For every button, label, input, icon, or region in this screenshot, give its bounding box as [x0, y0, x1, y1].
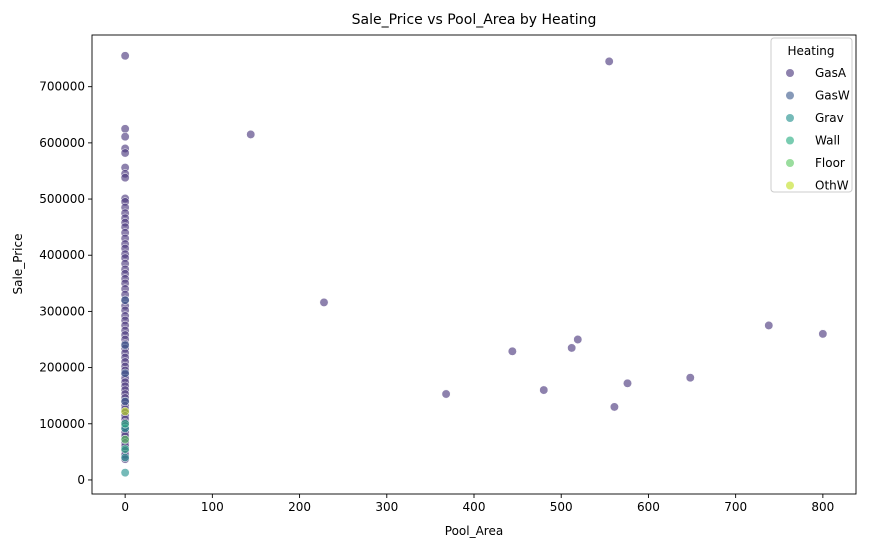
x-axis-label: Pool_Area — [445, 524, 503, 538]
data-point-gasa — [609, 402, 619, 412]
chart-title: Sale_Price vs Pool_Area by Heating — [352, 12, 597, 28]
data-point-gasa — [120, 173, 130, 183]
x-tick-label: 0 — [121, 500, 129, 514]
plot-area — [92, 35, 856, 494]
y-tick-label: 700000 — [39, 80, 85, 94]
x-tick-label: 300 — [375, 500, 398, 514]
data-point-gasa — [818, 329, 828, 339]
x-tick-label: 800 — [811, 500, 834, 514]
data-point-gasa — [120, 124, 130, 134]
data-point-gasa — [120, 51, 130, 61]
data-point-wall — [120, 444, 130, 454]
x-tick-label: 700 — [724, 500, 747, 514]
x-tick-label: 500 — [550, 500, 573, 514]
data-point-grav — [120, 468, 130, 478]
axes-layer: 0 100 200 300 400 500 600 700 800 0 100000 200000 30… — [39, 34, 857, 514]
x-tick-label: 100 — [201, 500, 224, 514]
data-point-gasa — [573, 335, 583, 344]
data-point-wall — [120, 419, 130, 429]
y-tick-label: 200000 — [39, 361, 85, 375]
legend-marker-grav — [786, 114, 794, 122]
legend-marker-gasa — [786, 69, 794, 77]
data-point-othw — [120, 406, 130, 416]
legend-marker-othw — [786, 181, 794, 190]
data-point-gasa — [623, 378, 632, 388]
legend-marker-floor — [786, 159, 794, 167]
data-point-grav — [120, 453, 130, 462]
legend-label-grav: Grav — [815, 111, 844, 125]
points-layer — [120, 51, 828, 478]
data-point-gasa — [120, 148, 130, 158]
x-tick-label: 400 — [463, 500, 486, 514]
legend-label-gasa: GasA — [815, 66, 847, 80]
data-point-gasw — [120, 340, 130, 350]
y-tick-label: 500000 — [39, 192, 85, 206]
legend-label-wall: Wall — [815, 134, 840, 148]
y-tick-label: 400000 — [39, 248, 85, 262]
legend-title: Heating — [787, 44, 834, 58]
x-tick-label: 200 — [288, 500, 311, 514]
data-point-gasw — [120, 396, 130, 406]
x-tick-label: 600 — [637, 500, 660, 514]
data-point-floor — [120, 435, 130, 444]
legend-label-gasw: GasW — [815, 89, 850, 103]
data-point-gasa — [604, 56, 614, 66]
y-tick-label: 600000 — [39, 136, 85, 150]
y-tick-label: 100000 — [39, 417, 85, 431]
legend-label-othw: OthW — [815, 179, 849, 193]
legend-marker-wall — [786, 136, 794, 145]
data-point-gasa — [567, 343, 577, 353]
data-point-gasa — [120, 132, 130, 142]
data-point-gasa — [246, 129, 256, 139]
y-tick-label: 0 — [77, 473, 85, 487]
data-point-gasa — [539, 385, 549, 395]
data-point-gasw — [120, 368, 130, 378]
legend-entries: GasA GasW Grav Wall Floor OthW — [786, 66, 850, 193]
data-point-gasw — [120, 295, 130, 305]
data-point-gasa — [764, 321, 774, 330]
data-point-gasa — [685, 373, 695, 383]
legend: Heating GasA GasW Grav Wall Floor OthW — [770, 37, 853, 193]
legend-label-floor: Floor — [815, 156, 845, 170]
data-point-gasa — [441, 389, 451, 399]
y-axis-label: Sale_Price — [11, 234, 25, 295]
data-point-gasa — [319, 297, 329, 307]
data-point-gasa — [507, 346, 517, 356]
y-tick-label: 300000 — [39, 304, 85, 318]
legend-marker-gasw — [786, 91, 794, 100]
